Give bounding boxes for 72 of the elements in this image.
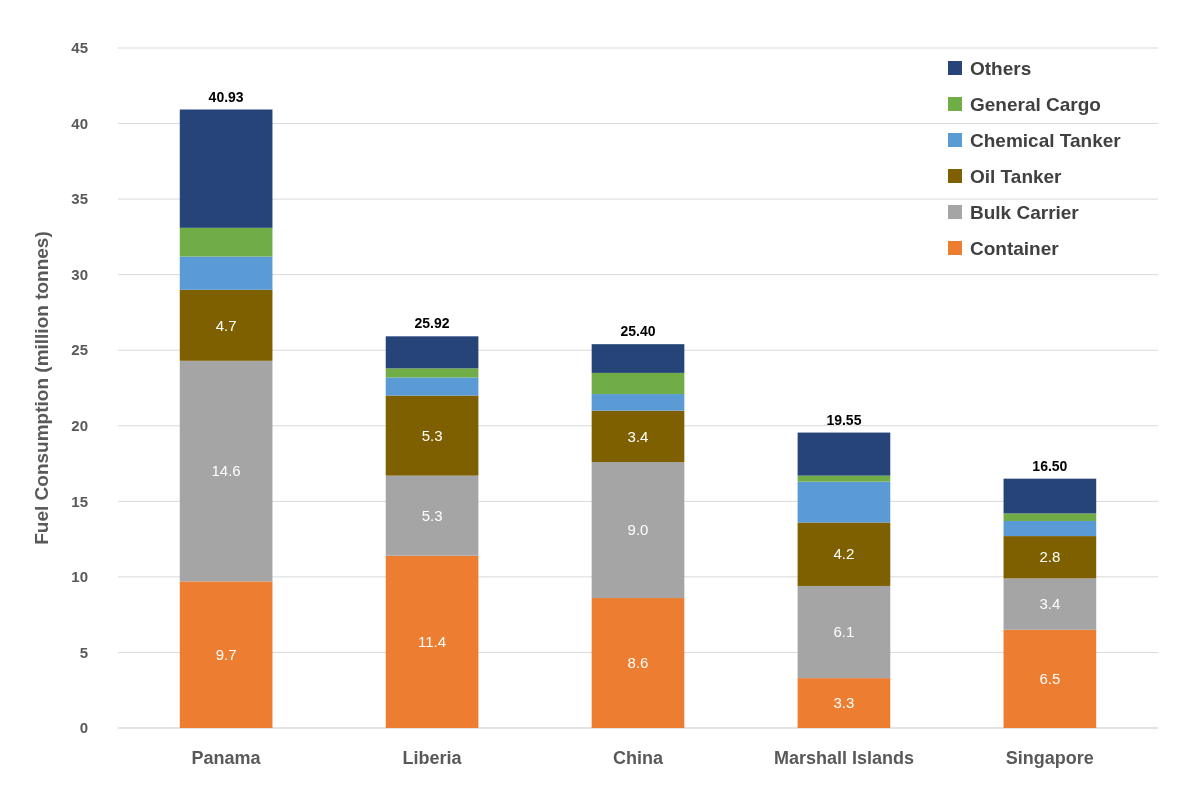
bar bbox=[797, 522, 891, 586]
y-tick-label: 15 bbox=[71, 492, 88, 510]
data-label: 9.0 bbox=[627, 521, 649, 539]
x-tick-label: Liberia bbox=[402, 748, 463, 768]
total-label: 25.92 bbox=[414, 315, 450, 332]
data-label: 3.4 bbox=[1039, 595, 1061, 613]
data-label: 3.3 bbox=[833, 694, 855, 712]
data-label: 9.7 bbox=[215, 645, 237, 663]
bar bbox=[179, 581, 273, 728]
bar bbox=[591, 598, 685, 728]
legend-label: Chemical Tanker bbox=[970, 129, 1122, 151]
y-tick-label: 25 bbox=[71, 341, 88, 359]
total-label: 19.55 bbox=[826, 411, 862, 428]
y-tick-label: 20 bbox=[71, 417, 88, 435]
bar bbox=[1003, 513, 1097, 521]
total-label: 25.40 bbox=[620, 323, 656, 340]
bar bbox=[179, 109, 273, 228]
bar bbox=[797, 432, 891, 476]
data-label: 5.3 bbox=[421, 506, 443, 524]
bar bbox=[591, 462, 685, 599]
data-label: 3.4 bbox=[627, 427, 649, 445]
bar bbox=[797, 475, 891, 482]
data-label: 6.1 bbox=[833, 623, 855, 641]
bar bbox=[591, 344, 685, 373]
bar bbox=[179, 256, 273, 290]
y-tick-label: 35 bbox=[71, 190, 88, 208]
legend-label: Others bbox=[970, 57, 1032, 79]
data-label: 8.6 bbox=[627, 654, 649, 672]
bar bbox=[385, 555, 479, 728]
x-tick-label: Panama bbox=[191, 748, 262, 768]
bar bbox=[591, 372, 685, 395]
bar bbox=[1003, 536, 1097, 579]
y-tick-label: 30 bbox=[71, 265, 88, 283]
bar bbox=[179, 227, 273, 257]
data-label: 11.4 bbox=[418, 633, 447, 651]
total-label: 16.50 bbox=[1032, 457, 1068, 474]
bar bbox=[591, 410, 685, 463]
legend-label: Bulk Carrier bbox=[970, 201, 1080, 223]
legend-label: Oil Tanker bbox=[970, 165, 1063, 187]
bar bbox=[385, 395, 479, 476]
y-tick-label: 5 bbox=[79, 643, 88, 661]
x-tick-label: Marshall Islands bbox=[773, 748, 914, 768]
bar bbox=[385, 475, 479, 556]
bar bbox=[1003, 629, 1097, 728]
bar bbox=[797, 678, 891, 728]
bar bbox=[797, 481, 891, 523]
y-axis-title: Fuel Consumption (million tonnes) bbox=[31, 231, 52, 545]
x-tick-label: China bbox=[612, 748, 664, 768]
total-label: 40.93 bbox=[208, 88, 244, 105]
y-tick-label: 10 bbox=[71, 568, 88, 586]
data-label: 2.8 bbox=[1039, 548, 1061, 566]
bar bbox=[385, 377, 479, 396]
legend-label: Container bbox=[970, 237, 1060, 259]
bar bbox=[179, 360, 273, 582]
bar bbox=[591, 394, 685, 411]
bar bbox=[385, 336, 479, 369]
data-label: 6.5 bbox=[1039, 670, 1061, 688]
x-tick-label: Singapore bbox=[1005, 748, 1094, 768]
data-label: 5.3 bbox=[421, 426, 443, 444]
y-tick-label: 40 bbox=[71, 114, 88, 132]
bar bbox=[179, 289, 273, 361]
y-tick-label: 45 bbox=[71, 39, 88, 57]
bar bbox=[797, 585, 891, 679]
legend-label: General Cargo bbox=[970, 93, 1101, 115]
data-label: 4.2 bbox=[833, 545, 855, 563]
bar bbox=[1003, 578, 1097, 630]
data-label: 4.7 bbox=[215, 316, 237, 334]
bar bbox=[385, 368, 479, 378]
bar bbox=[1003, 478, 1097, 514]
bar bbox=[1003, 520, 1097, 537]
y-tick-label: 0 bbox=[79, 719, 88, 737]
data-label: 14.6 bbox=[211, 462, 241, 480]
